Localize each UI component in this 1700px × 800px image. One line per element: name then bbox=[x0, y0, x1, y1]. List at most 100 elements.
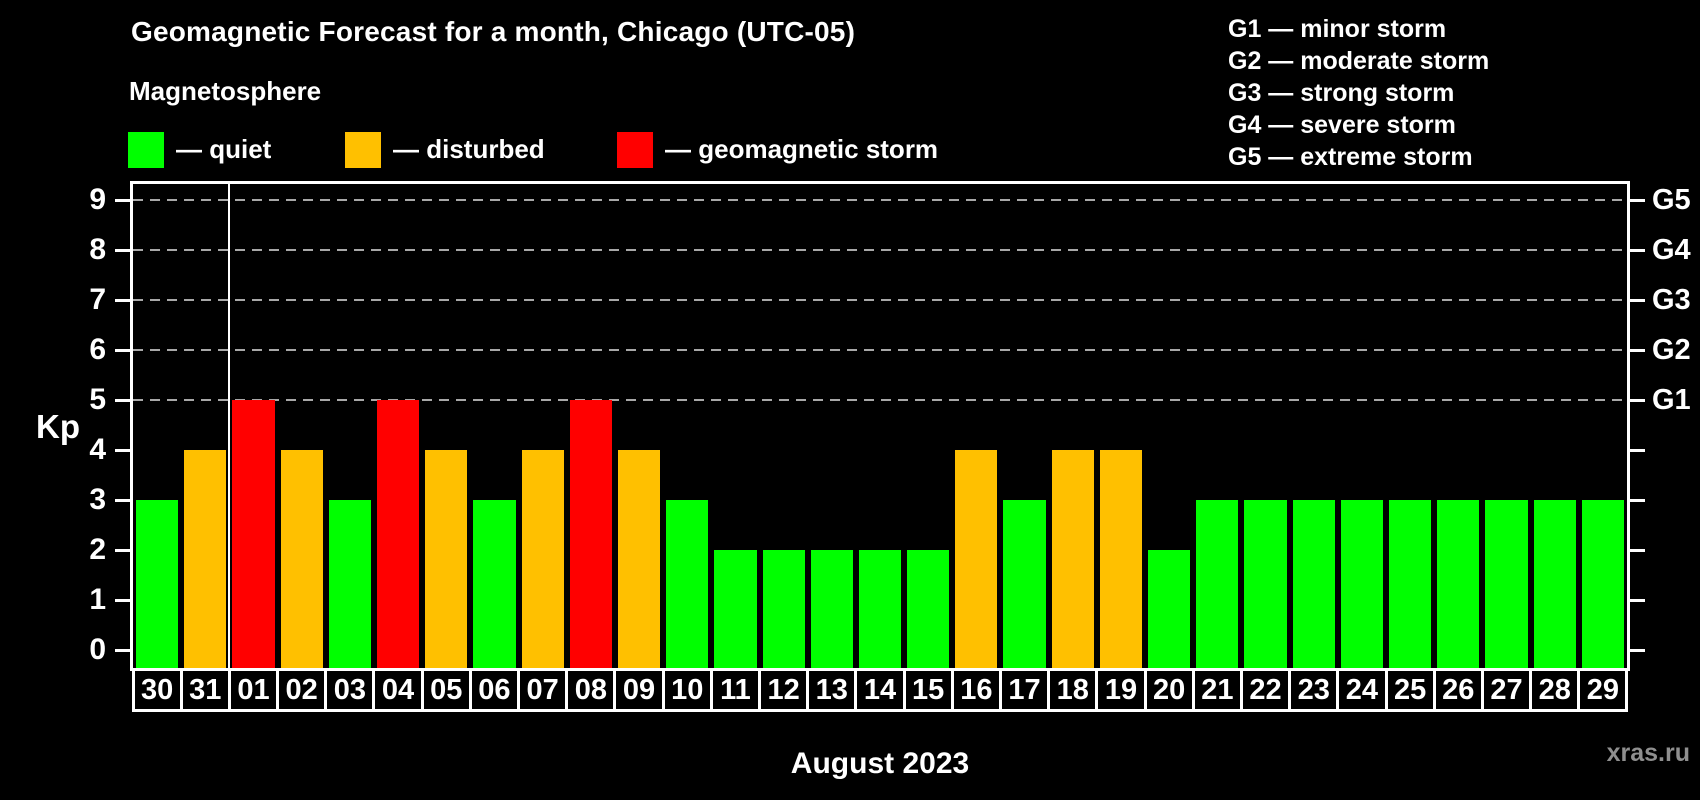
bar-day-04 bbox=[376, 400, 420, 668]
day-label-08: 08 bbox=[565, 668, 617, 712]
left-tick-label-9: 9 bbox=[89, 183, 106, 216]
legend-swatch-storm bbox=[617, 131, 653, 168]
day-label-07: 07 bbox=[517, 668, 569, 712]
day-label-05: 05 bbox=[420, 668, 472, 712]
magnetosphere-subtitle: Magnetosphere bbox=[129, 76, 322, 106]
y-axis-title: Kp bbox=[36, 408, 80, 445]
legend-label-quiet: — quiet bbox=[176, 134, 272, 164]
bar-day-11 bbox=[714, 550, 757, 668]
day-label-14: 14 bbox=[854, 668, 906, 712]
bar-day-17 bbox=[1003, 500, 1046, 668]
legend-swatch-quiet bbox=[128, 131, 164, 168]
day-label-28: 28 bbox=[1529, 668, 1581, 712]
bar-day-25 bbox=[1389, 500, 1432, 668]
left-tick-7 bbox=[115, 299, 130, 302]
month-separator-line bbox=[228, 184, 231, 668]
g-scale-legend: G1 — minor storm G2 — moderate storm G3 — … bbox=[1228, 13, 1489, 173]
left-tick-0 bbox=[115, 649, 130, 652]
watermark: xras.ru bbox=[1606, 739, 1690, 767]
day-label-21: 21 bbox=[1191, 668, 1243, 712]
right-axis-label-G5: G5 bbox=[1652, 184, 1691, 216]
legend-swatch-disturbed bbox=[345, 131, 381, 168]
day-label-13: 13 bbox=[806, 668, 858, 712]
right-axis-label-G2: G2 bbox=[1652, 334, 1691, 366]
g-scale-legend-line-4: G4 — severe storm bbox=[1228, 111, 1456, 139]
day-label-24: 24 bbox=[1336, 668, 1388, 712]
left-tick-label-1: 1 bbox=[89, 583, 106, 616]
right-tick-8 bbox=[1630, 249, 1645, 252]
bar-day-13 bbox=[810, 550, 853, 668]
left-tick-2 bbox=[115, 549, 130, 552]
left-tick-label-0: 0 bbox=[89, 633, 106, 666]
bar-day-31 bbox=[184, 450, 227, 668]
bar-day-20 bbox=[1148, 550, 1191, 668]
g-scale-legend-line-3: G3 — strong storm bbox=[1228, 79, 1455, 107]
left-tick-label-2: 2 bbox=[89, 533, 106, 566]
bar-day-03 bbox=[328, 500, 371, 668]
left-tick-label-8: 8 bbox=[89, 233, 106, 266]
day-label-31: 31 bbox=[179, 668, 231, 712]
left-tick-label-7: 7 bbox=[89, 283, 106, 316]
bar-day-30 bbox=[136, 500, 179, 668]
bar-day-05 bbox=[425, 450, 468, 668]
day-label-03: 03 bbox=[324, 668, 376, 712]
right-axis-label-G4: G4 bbox=[1652, 234, 1691, 266]
right-tick-9 bbox=[1630, 199, 1645, 202]
bar-day-02 bbox=[280, 450, 323, 668]
right-tick-4 bbox=[1630, 449, 1645, 452]
left-tick-label-4: 4 bbox=[89, 433, 106, 466]
bar-day-22 bbox=[1244, 500, 1287, 668]
day-label-12: 12 bbox=[758, 668, 810, 712]
bar-day-12 bbox=[762, 550, 805, 668]
g-scale-legend-line-1: G1 — minor storm bbox=[1228, 15, 1447, 43]
left-tick-4 bbox=[115, 449, 130, 452]
right-tick-3 bbox=[1630, 499, 1645, 502]
bar-day-06 bbox=[473, 500, 516, 668]
left-tick-label-3: 3 bbox=[89, 483, 106, 516]
bar-day-08 bbox=[569, 400, 612, 668]
bar-day-14 bbox=[858, 550, 902, 668]
bar-day-16 bbox=[955, 450, 998, 668]
day-label-26: 26 bbox=[1432, 668, 1484, 712]
bar-day-10 bbox=[666, 500, 709, 668]
left-tick-8 bbox=[115, 249, 130, 252]
bar-day-26 bbox=[1437, 500, 1480, 668]
left-tick-label-5: 5 bbox=[89, 383, 106, 416]
left-tick-label-6: 6 bbox=[89, 333, 106, 366]
day-label-01: 01 bbox=[227, 668, 280, 712]
bar-day-24 bbox=[1340, 500, 1384, 668]
left-tick-5 bbox=[115, 399, 130, 402]
bar-day-18 bbox=[1051, 450, 1094, 668]
right-tick-7 bbox=[1630, 299, 1645, 302]
right-axis-label-G1: G1 bbox=[1652, 384, 1691, 416]
right-tick-5 bbox=[1630, 399, 1645, 402]
day-label-30: 30 bbox=[131, 668, 183, 712]
right-tick-1 bbox=[1630, 599, 1645, 602]
g-scale-legend-line-2: G2 — moderate storm bbox=[1228, 47, 1490, 75]
day-label-10: 10 bbox=[661, 668, 713, 712]
day-label-04: 04 bbox=[372, 668, 424, 712]
left-tick-1 bbox=[115, 599, 130, 602]
day-label-06: 06 bbox=[468, 668, 521, 712]
day-label-18: 18 bbox=[1047, 668, 1099, 712]
right-tick-2 bbox=[1630, 549, 1645, 552]
day-label-11: 11 bbox=[709, 668, 761, 712]
bar-day-29 bbox=[1581, 500, 1624, 668]
bar-day-23 bbox=[1292, 500, 1335, 668]
day-label-27: 27 bbox=[1480, 668, 1533, 712]
day-label-20: 20 bbox=[1143, 668, 1195, 712]
day-label-17: 17 bbox=[998, 668, 1051, 712]
gridline-kp9 bbox=[133, 199, 1627, 201]
bar-day-01 bbox=[232, 400, 275, 668]
gridline-kp6 bbox=[133, 349, 1627, 351]
day-label-29: 29 bbox=[1577, 668, 1629, 712]
status-legend: — quiet — disturbed — geomagnetic storm bbox=[0, 131, 1700, 169]
legend-item-storm: — geomagnetic storm bbox=[617, 131, 938, 168]
bar-day-21 bbox=[1196, 500, 1239, 668]
legend-item-quiet: — quiet bbox=[128, 131, 271, 168]
bar-day-19 bbox=[1099, 450, 1143, 668]
x-axis-title: August 2023 bbox=[790, 747, 970, 780]
day-label-15: 15 bbox=[902, 668, 954, 712]
